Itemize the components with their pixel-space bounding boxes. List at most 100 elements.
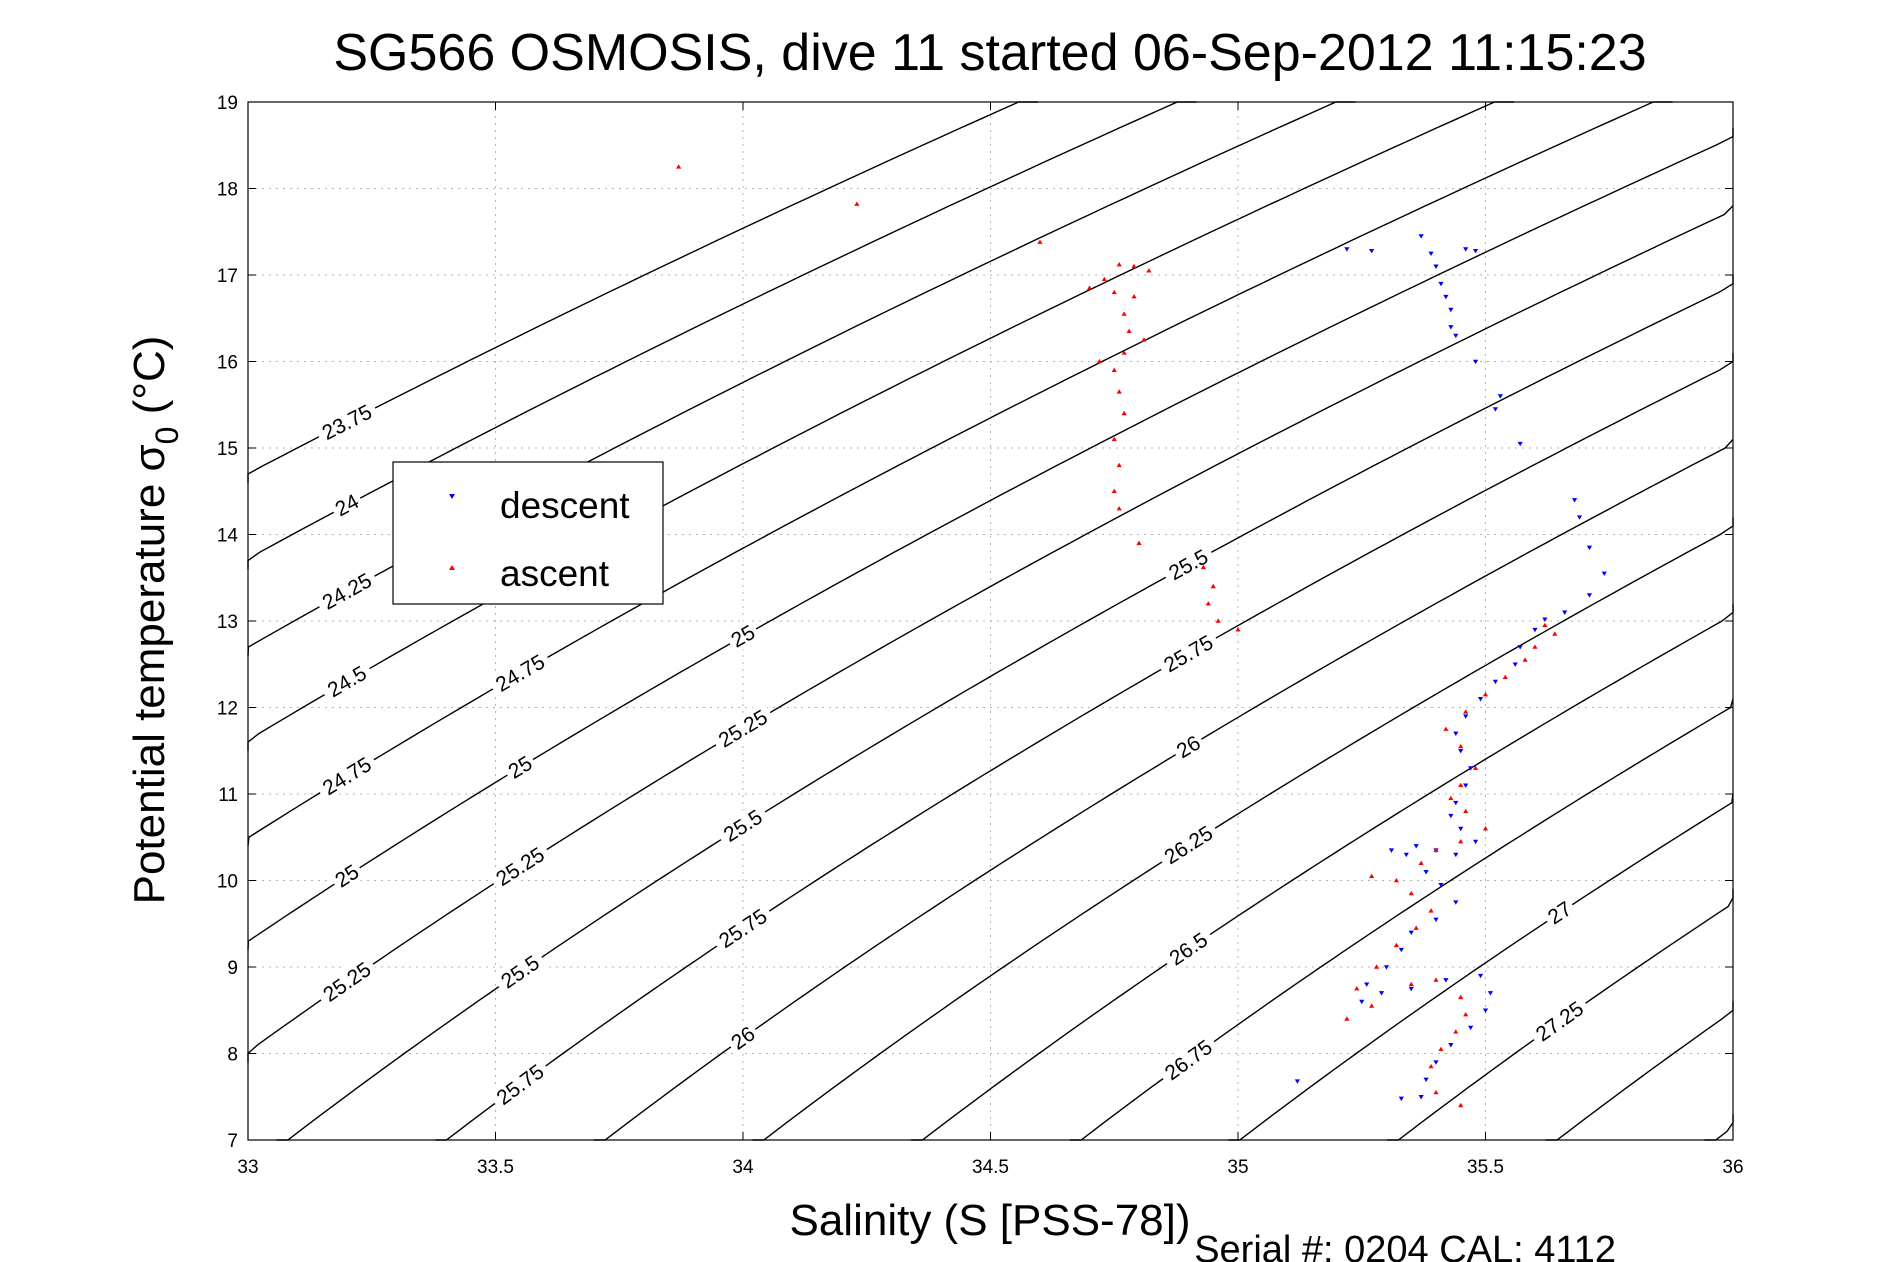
ascent-point bbox=[1096, 358, 1102, 364]
ascent-point bbox=[1428, 908, 1434, 913]
y-tick-label: 16 bbox=[217, 353, 238, 374]
x-tick-label: 34 bbox=[732, 1157, 754, 1178]
ascent-point bbox=[1522, 657, 1528, 662]
contour-label-bg bbox=[1154, 817, 1221, 872]
x-tick-label: 33.5 bbox=[477, 1157, 514, 1178]
contour-label-bg bbox=[1526, 992, 1592, 1049]
ascent-point bbox=[1116, 505, 1122, 511]
descent-point bbox=[1383, 965, 1390, 970]
y-tick-label: 19 bbox=[217, 93, 238, 114]
isopycnal-line bbox=[752, 517, 1734, 1141]
ascent-point bbox=[1458, 743, 1464, 749]
y-tick-label: 17 bbox=[217, 266, 238, 287]
contour-label-text: 26 bbox=[1173, 731, 1205, 763]
contour-label-text: 24.75 bbox=[492, 650, 549, 696]
contour-label-text: 25.75 bbox=[493, 1060, 549, 1110]
descent-point bbox=[1438, 281, 1444, 287]
ascent-point bbox=[1121, 350, 1127, 355]
descent-point bbox=[1463, 247, 1469, 252]
descent-point bbox=[1473, 359, 1479, 365]
descent-point bbox=[1458, 826, 1464, 832]
contour-label: 25.75 bbox=[1154, 626, 1222, 679]
ascent-point bbox=[1458, 838, 1464, 844]
ascent-point bbox=[1215, 618, 1221, 623]
contour-label-bg bbox=[313, 564, 380, 617]
contour-label-text: 23.75 bbox=[319, 401, 376, 445]
descent-point bbox=[1586, 593, 1593, 598]
descent-point bbox=[1359, 999, 1365, 1005]
y-tick-label: 13 bbox=[217, 612, 238, 633]
contour-label-text: 25.25 bbox=[319, 958, 375, 1007]
ascent-point bbox=[1146, 268, 1152, 273]
descent-point bbox=[1487, 991, 1494, 996]
contour-label-text: 25.75 bbox=[715, 905, 771, 953]
ascent-point bbox=[1458, 1102, 1464, 1108]
axis-ticks: 33 33.5 34 34.5 35 35.5 36 7 8 9 10 11 12 13 14 15 16 17 1… bbox=[217, 93, 1744, 1178]
descent-point bbox=[1453, 852, 1459, 858]
descent-point bbox=[1443, 978, 1449, 983]
ascent-point bbox=[1453, 1029, 1459, 1034]
descent-point bbox=[1532, 627, 1538, 633]
isopycnal-line bbox=[1704, 1114, 1734, 1141]
ascent-point bbox=[1473, 765, 1479, 770]
contour-label-text: 25 bbox=[727, 621, 759, 653]
contour-label-text: 26.25 bbox=[1160, 822, 1217, 870]
contour-label-text: 25 bbox=[331, 860, 363, 892]
contour-label: 25.5 bbox=[714, 800, 771, 849]
legend-ascent-marker bbox=[449, 565, 455, 570]
ascent-point bbox=[1418, 860, 1424, 865]
descent-point bbox=[1418, 1094, 1424, 1100]
y-tick-label: 11 bbox=[218, 785, 238, 806]
ascent-point bbox=[1210, 583, 1216, 589]
ascent-point bbox=[1374, 964, 1380, 969]
descent-point bbox=[1458, 748, 1464, 754]
descent-point bbox=[1364, 982, 1370, 987]
ascent-point bbox=[1482, 691, 1489, 697]
contour-label-bg bbox=[709, 701, 776, 755]
contour-label: 25.75 bbox=[487, 1055, 553, 1113]
isopycnal-line bbox=[247, 127, 1734, 950]
y-axis-label-main: Potential temperature σ bbox=[125, 444, 174, 904]
ascent-point bbox=[1369, 1003, 1375, 1008]
descent-point bbox=[1512, 662, 1518, 667]
contour-label-bg bbox=[313, 748, 380, 803]
contour-label: 26.75 bbox=[1155, 1030, 1221, 1088]
ascent-point bbox=[1433, 847, 1439, 853]
descent-point bbox=[1517, 441, 1523, 447]
x-tick-label: 33 bbox=[237, 1157, 258, 1178]
isopycnal-line bbox=[247, 205, 1734, 1063]
density-contours: 23.752424.2524.524.752525.2524.524.75252… bbox=[247, 101, 1734, 1141]
contour-label: 25 bbox=[723, 617, 762, 654]
descent-point bbox=[1378, 991, 1385, 996]
y-tick-label: 12 bbox=[217, 699, 238, 720]
x-tick-label: 35.5 bbox=[1467, 1157, 1504, 1178]
ascent-point bbox=[1463, 709, 1469, 714]
descent-point bbox=[1453, 900, 1459, 905]
ascent-point bbox=[1235, 627, 1241, 632]
contour-label-bg bbox=[709, 900, 776, 956]
contour-label-bg bbox=[487, 1055, 553, 1113]
ascent-point bbox=[1126, 328, 1132, 334]
ascent-point bbox=[1205, 601, 1211, 606]
descent-point bbox=[1492, 679, 1498, 685]
descent-point bbox=[1453, 333, 1459, 339]
ascent-point bbox=[1354, 986, 1360, 991]
contour-label-bg bbox=[1159, 540, 1217, 587]
contour-label-text: 27.25 bbox=[1532, 997, 1588, 1046]
contour-label-bg bbox=[1154, 626, 1222, 679]
ascent-point bbox=[1443, 726, 1449, 731]
contour-label: 24.5 bbox=[317, 657, 376, 705]
descent-point bbox=[1428, 251, 1434, 256]
contour-label-bg bbox=[723, 1018, 762, 1056]
contour-label-bg bbox=[327, 856, 366, 894]
isopycnal-line bbox=[593, 438, 1734, 1141]
contour-label: 25.5 bbox=[491, 946, 548, 996]
descent-point bbox=[1473, 248, 1479, 254]
contour-label-text: 27 bbox=[1544, 897, 1576, 929]
descent-point bbox=[1388, 848, 1395, 853]
contour-label: 25.25 bbox=[486, 838, 553, 893]
ascent-point bbox=[1458, 782, 1464, 788]
isopycnal-line bbox=[247, 101, 1197, 570]
descent-point bbox=[1473, 839, 1479, 845]
contour-label: 26.5 bbox=[1159, 923, 1217, 973]
